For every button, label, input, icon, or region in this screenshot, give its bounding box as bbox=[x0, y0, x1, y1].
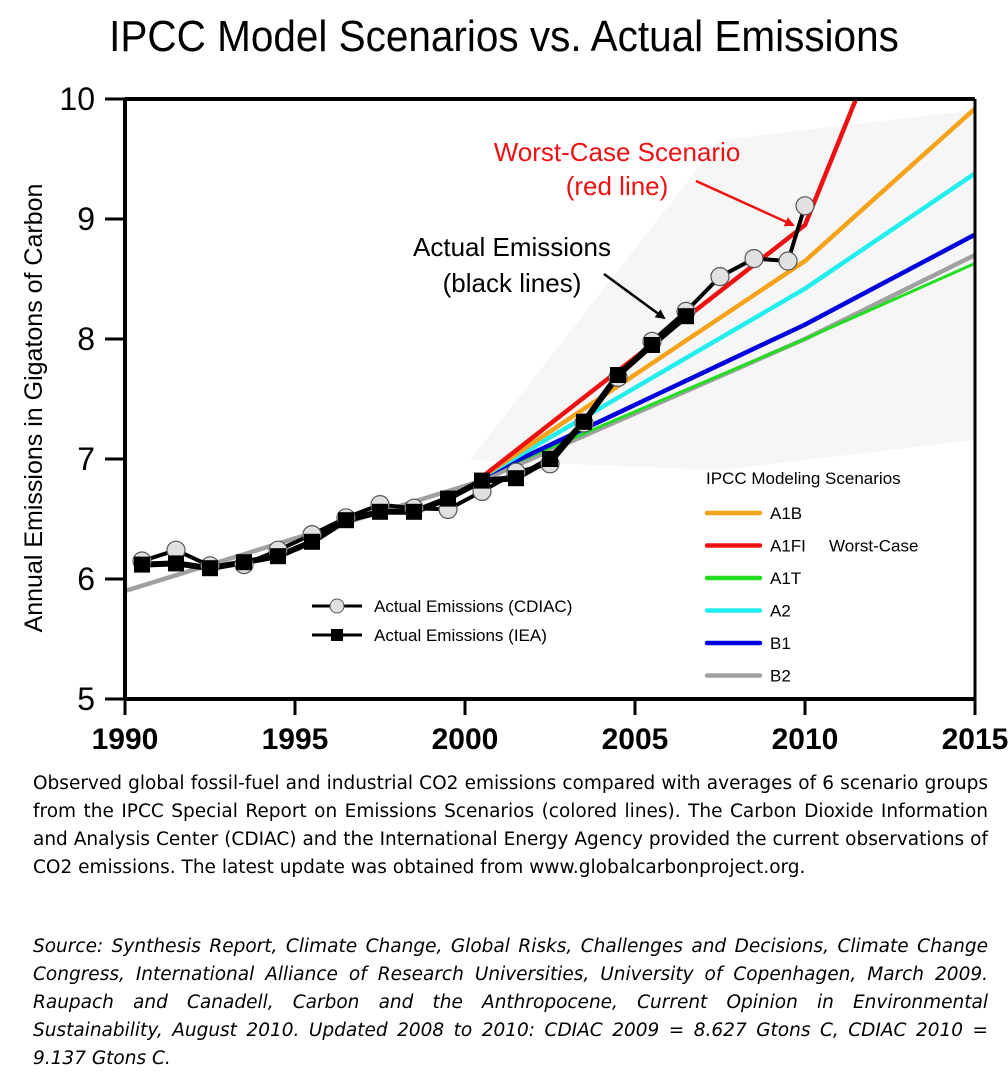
iea-point bbox=[474, 472, 490, 489]
chart-canvas: 5 6 7 8 9 10 1990 1995 2000 2005 2010 2015 Annual … bbox=[20, 81, 1008, 756]
y-tick-label: 5 bbox=[77, 681, 95, 717]
legend-label-a1b: A1B bbox=[770, 504, 802, 523]
y-tick-label: 10 bbox=[59, 81, 95, 117]
iea-point bbox=[168, 555, 184, 572]
y-tick-label: 9 bbox=[77, 201, 95, 237]
iea-point bbox=[610, 367, 626, 383]
x-tick-label: 2010 bbox=[772, 723, 839, 756]
iea-point bbox=[406, 503, 422, 520]
legend-label-a1fi: A1FI bbox=[770, 537, 806, 556]
x-tick-label: 2015 bbox=[942, 723, 1008, 756]
x-tick-label: 1995 bbox=[262, 723, 329, 756]
legend-label-a2: A2 bbox=[770, 602, 791, 621]
x-tick-label: 2000 bbox=[432, 723, 499, 756]
annotation-worst-case-line2: (red line) bbox=[566, 171, 669, 201]
legend-label-a1t: A1T bbox=[770, 569, 801, 588]
annotation-worst-case-line1: Worst-Case Scenario bbox=[494, 137, 741, 167]
legend-note-a1fi: Worst-Case bbox=[829, 537, 918, 556]
legend-cdiac-marker bbox=[329, 598, 345, 614]
y-tick-label: 8 bbox=[77, 321, 95, 357]
caption-source: Source: Synthesis Report, Climate Change… bbox=[33, 936, 988, 1069]
scenario-line-a1t bbox=[481, 262, 975, 479]
x-ticks: 1990 1995 2000 2005 2010 2015 bbox=[92, 699, 1008, 756]
iea-point bbox=[304, 533, 320, 550]
actual-lines bbox=[132, 196, 815, 577]
y-tick-label: 6 bbox=[77, 561, 95, 597]
iea-point bbox=[508, 470, 524, 487]
y-tick-label: 7 bbox=[77, 441, 95, 477]
x-tick-label: 1990 bbox=[92, 723, 159, 756]
iea-point bbox=[644, 337, 660, 353]
chart-title: IPCC Model Scenarios vs. Actual Emission… bbox=[109, 12, 899, 61]
cdiac-point bbox=[795, 196, 815, 216]
actual-legend: Actual Emissions (CDIAC) Actual Emission… bbox=[312, 597, 572, 645]
iea-point bbox=[576, 413, 592, 430]
legend-iea-marker bbox=[331, 629, 343, 641]
legend-cdiac-label: Actual Emissions (CDIAC) bbox=[374, 597, 572, 616]
cdiac-point bbox=[778, 251, 798, 271]
iea-point bbox=[338, 512, 354, 529]
scenario-legend-title: IPCC Modeling Scenarios bbox=[706, 469, 901, 488]
iea-point bbox=[440, 490, 456, 507]
annotation-actual-line2: (black lines) bbox=[443, 268, 582, 298]
iea-point bbox=[236, 554, 252, 571]
iea-point bbox=[678, 308, 694, 325]
cdiac-point bbox=[744, 249, 764, 269]
iea-point bbox=[542, 451, 558, 467]
cdiac-point bbox=[710, 267, 730, 287]
legend-label-b2: B2 bbox=[770, 667, 791, 686]
scenario-line-a1fi bbox=[480, 99, 859, 479]
scenario-line-a1b bbox=[480, 106, 975, 479]
annotation-actual-line1: Actual Emissions bbox=[413, 232, 611, 262]
annotation-actual-arrow bbox=[603, 272, 666, 320]
iea-point bbox=[134, 556, 150, 573]
legend-label-b1: B1 bbox=[770, 634, 791, 653]
y-axis-label: Annual Emissions in Gigatons of Carbon bbox=[20, 184, 48, 633]
y-ticks: 5 6 7 8 9 10 bbox=[59, 81, 125, 717]
iea-point bbox=[202, 560, 218, 577]
caption-main: Observed global fossil-fuel and industri… bbox=[33, 773, 988, 878]
x-tick-label: 2005 bbox=[602, 723, 669, 756]
iea-point bbox=[270, 548, 286, 565]
legend-iea-label: Actual Emissions (IEA) bbox=[374, 626, 547, 645]
annotation-worst-case-arrow bbox=[695, 179, 795, 227]
iea-point bbox=[372, 503, 388, 520]
scenario-legend: IPCC Modeling Scenarios A1B A1FI Worst-Cas… bbox=[704, 469, 918, 686]
